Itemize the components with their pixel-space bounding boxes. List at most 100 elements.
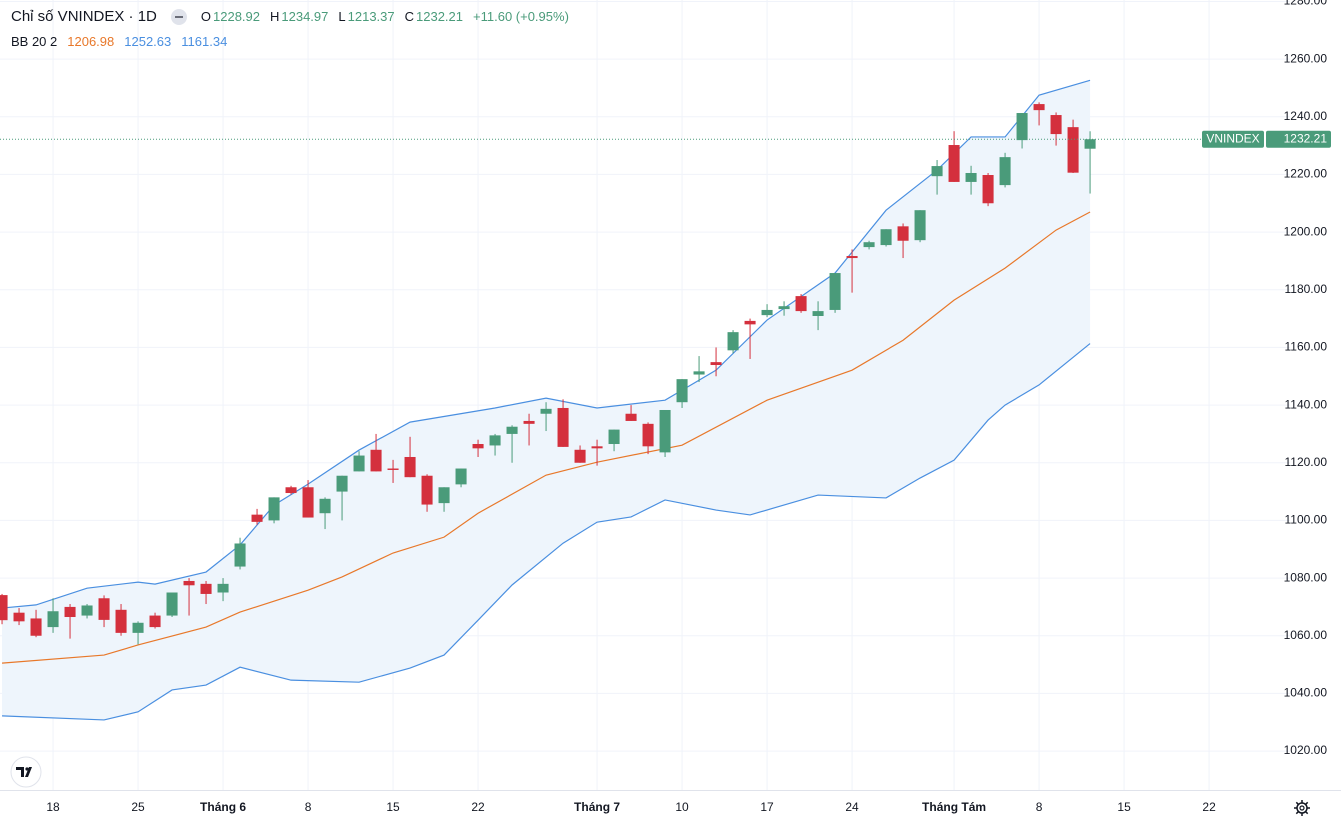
candle-body — [1033, 104, 1045, 111]
candle-body — [761, 309, 773, 316]
candle-body — [370, 449, 382, 472]
candle-body — [914, 210, 926, 241]
band-line — [1, 79, 1091, 609]
candle-body — [982, 175, 994, 204]
candle-body — [200, 583, 212, 594]
candle-body — [489, 435, 501, 446]
y-tick-label: 1120.00 — [1285, 455, 1328, 469]
indicator-value: 1252.63 — [124, 34, 172, 49]
x-tick-label: 8 — [305, 800, 312, 814]
candle-body — [880, 229, 892, 246]
y-tick-label: 1260.00 — [1284, 51, 1328, 65]
candle-body — [234, 543, 246, 567]
indicator-value: 1206.98 — [67, 34, 115, 49]
candle-body — [625, 413, 637, 421]
x-tick-label: 25 — [131, 800, 145, 814]
candle-body — [540, 408, 552, 414]
x-tick-label: Tháng Tám — [922, 800, 986, 814]
x-tick-label: 24 — [845, 800, 859, 814]
ohlc-label: C — [404, 9, 415, 24]
x-tick-label: 22 — [1202, 800, 1216, 814]
candle-body — [438, 487, 450, 504]
ohlc-label: O — [200, 9, 211, 24]
ohlc-label: L — [338, 9, 346, 24]
change: +11.60 (+0.95%) — [473, 9, 569, 24]
candle-body — [30, 618, 42, 636]
candle-body — [778, 306, 790, 310]
band-line — [2, 343, 1091, 721]
x-tick-label: Tháng 6 — [200, 800, 246, 814]
y-tick-label: 1240.00 — [1284, 109, 1328, 123]
y-tick-label: 1220.00 — [1284, 167, 1328, 181]
candle-body — [659, 409, 671, 453]
x-tick-label: 15 — [386, 800, 400, 814]
candle-body — [217, 583, 229, 593]
x-tick-label: 22 — [471, 800, 485, 814]
candle-body — [1067, 127, 1079, 173]
candle-body — [81, 605, 93, 616]
candle-body — [999, 157, 1011, 186]
settings-icon[interactable] — [1294, 800, 1310, 816]
candle-body — [353, 455, 365, 472]
y-tick-label: 1040.00 — [1284, 686, 1328, 700]
x-tick-label: 15 — [1117, 800, 1131, 814]
candle-body — [64, 606, 76, 618]
candle-body — [710, 362, 722, 366]
symbol-title: Chỉ số VNINDEX · 1D — [11, 8, 157, 25]
candle-body — [268, 497, 280, 521]
candle-body — [132, 622, 144, 633]
candle-body — [13, 612, 25, 622]
candle-body — [421, 475, 433, 505]
candle-body — [1016, 113, 1028, 141]
candle-body — [846, 256, 858, 259]
y-tick-label: 1200.00 — [1284, 224, 1328, 238]
candle-body — [285, 487, 297, 494]
candle-body — [506, 426, 518, 434]
candle-body — [319, 498, 331, 514]
x-tick-label: 8 — [1036, 800, 1043, 814]
candle-body — [591, 446, 603, 449]
price-tag-box — [1266, 130, 1331, 148]
ohlc-label: H — [270, 9, 280, 24]
ohlc-value: 1228.92 — [213, 9, 260, 24]
x-tick-label: Tháng 7 — [574, 800, 620, 814]
y-tick-label: 1160.00 — [1285, 340, 1328, 354]
x-tick-label: 10 — [675, 800, 689, 814]
candle-body — [149, 615, 161, 628]
indicator-value: 1161.34 — [181, 34, 228, 49]
band-line — [1, 211, 1091, 664]
candle-body — [863, 242, 875, 248]
candle-body — [965, 172, 977, 182]
candle-body — [183, 580, 195, 586]
y-tick-label: 1140.00 — [1285, 397, 1328, 411]
candle-body — [829, 273, 841, 310]
hide-button[interactable] — [170, 8, 187, 25]
candle-body — [642, 423, 654, 447]
x-tick-label: 17 — [760, 800, 774, 814]
candle-body — [676, 379, 688, 403]
candle-body — [336, 475, 348, 492]
candle-body — [387, 468, 399, 470]
candle-body — [115, 609, 127, 633]
band-fill — [2, 80, 1091, 720]
candle-body — [1050, 115, 1062, 135]
y-tick-label: 1280.00 — [1284, 0, 1328, 8]
x-tick-label: 18 — [46, 800, 60, 814]
y-tick-label: 1020.00 — [1284, 743, 1328, 757]
candle-body — [948, 145, 960, 182]
candle-body — [744, 320, 756, 325]
candle-body — [0, 595, 8, 621]
candle-body — [166, 592, 178, 616]
candle-body — [98, 598, 110, 620]
x-axis-bg — [0, 790, 1341, 825]
candle-body — [931, 166, 943, 177]
tv-logo — [10, 756, 42, 788]
price-tag-value: 1232.21 — [1284, 131, 1328, 145]
candle-body — [557, 407, 569, 447]
candle-body — [302, 487, 314, 518]
candle-body — [693, 371, 705, 375]
candle-body — [251, 514, 263, 522]
